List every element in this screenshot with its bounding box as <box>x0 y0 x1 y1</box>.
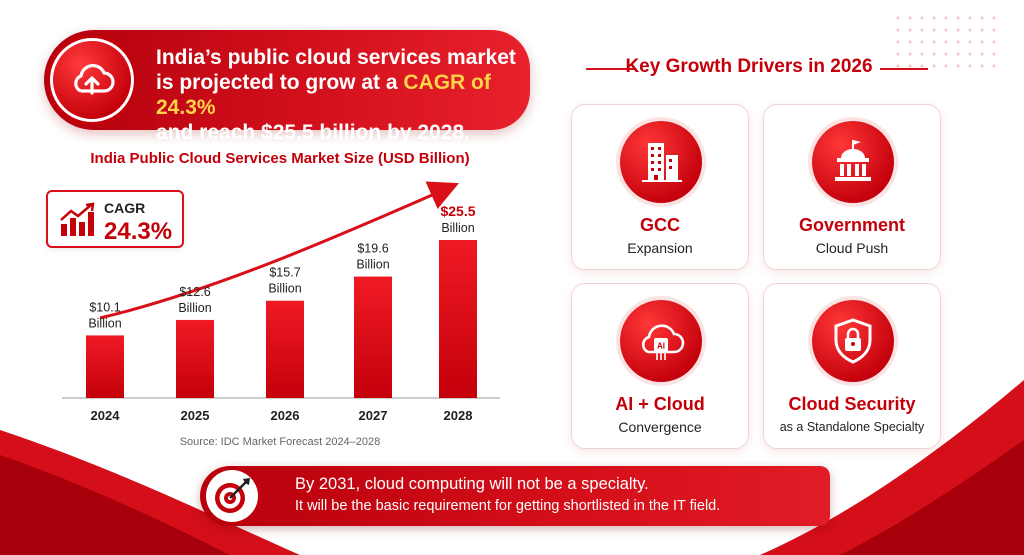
x-tick-label: 2028 <box>444 408 473 423</box>
cagr-callout: CAGR 24.3% <box>46 190 184 248</box>
decorative-dots <box>892 12 1002 72</box>
government-building-icon <box>812 121 894 203</box>
headline-line-1: India’s public cloud services market <box>156 46 516 69</box>
headline-line-2-prefix: is projected to grow at a <box>156 71 404 94</box>
bar-2027 <box>354 276 392 398</box>
headline-line-2: is projected to grow at a CAGR of 24.3% <box>156 70 524 120</box>
bar-2028 <box>439 240 477 398</box>
svg-text:AI: AI <box>657 342 665 351</box>
chart-source: Source: IDC Market Forecast 2024–2028 <box>179 436 381 448</box>
bar-value-label: $15.7 <box>269 266 300 280</box>
headline-line-3: and reach $25.5 billion by 2028. <box>156 121 470 144</box>
growth-chart-icon <box>60 202 95 236</box>
driver-subtitle: as a Standalone Specialty <box>779 420 925 434</box>
drivers-title-rule-left <box>586 68 634 70</box>
driver-title: GCC <box>640 215 680 235</box>
driver-title: Government <box>798 215 906 235</box>
bar-value-label: $25.5 <box>440 203 475 219</box>
bottom-banner: By 2031, cloud computing will not be a s… <box>200 466 830 526</box>
banner-line-2: It will be the basic requirement for get… <box>295 498 721 514</box>
bar-2026 <box>266 300 304 398</box>
driver-title: AI + Cloud <box>615 394 705 414</box>
x-tick-label: 2027 <box>359 408 388 423</box>
target-arrow-icon <box>206 470 258 522</box>
driver-card-government: Government Cloud Push <box>763 104 941 270</box>
banner-line-1: By 2031, cloud computing will not be a s… <box>295 475 649 493</box>
drivers-title: Key Growth Drivers in 2026 <box>625 56 873 77</box>
driver-subtitle: Cloud Push <box>815 240 889 256</box>
bar-value-label: $12.6 <box>179 285 210 299</box>
bar-unit-label: Billion <box>268 282 301 296</box>
cloud-upload-icon <box>50 38 134 122</box>
driver-card-ai-cloud: AI AI + Cloud Convergence <box>571 283 749 449</box>
x-tick-label: 2024 <box>91 408 121 423</box>
bar-value-label: $10.1 <box>89 300 120 314</box>
bar-unit-label: Billion <box>178 301 211 315</box>
shield-lock-icon <box>812 300 894 382</box>
chart-title: India Public Cloud Services Market Size … <box>90 150 470 167</box>
trend-arrow <box>99 181 459 320</box>
x-tick-label: 2025 <box>181 408 210 423</box>
bar-unit-label: Billion <box>88 316 121 330</box>
cagr-label: CAGR <box>104 200 146 216</box>
driver-card-gcc: GCC Expansion <box>571 104 749 270</box>
headline-cagr-highlight: CAGR of 24.3% <box>156 71 491 119</box>
bar-2024 <box>86 335 124 398</box>
driver-card-cloud-security: Cloud Security as a Standalone Specialty <box>763 283 941 449</box>
headline-banner: India’s public cloud services market is … <box>44 30 530 144</box>
driver-subtitle: Expansion <box>627 240 693 256</box>
headline-text: India’s public cloud services market is … <box>156 45 524 145</box>
drivers-title-rule-right <box>880 68 928 70</box>
bar-unit-label: Billion <box>441 221 474 235</box>
bar-value-label: $19.6 <box>357 242 388 256</box>
driver-subtitle: Convergence <box>618 419 702 435</box>
ai-cloud-icon: AI <box>620 300 702 382</box>
bar-unit-label: Billion <box>356 258 389 272</box>
x-tick-label: 2026 <box>271 408 300 423</box>
bar-2025 <box>176 319 214 398</box>
buildings-icon <box>620 121 702 203</box>
bar-chart: $10.1 Billion 2024 $12.6 Billion 2025 $15.7 Bil… <box>62 181 500 423</box>
driver-title: Cloud Security <box>788 394 916 414</box>
cagr-value: 24.3% <box>104 218 173 245</box>
